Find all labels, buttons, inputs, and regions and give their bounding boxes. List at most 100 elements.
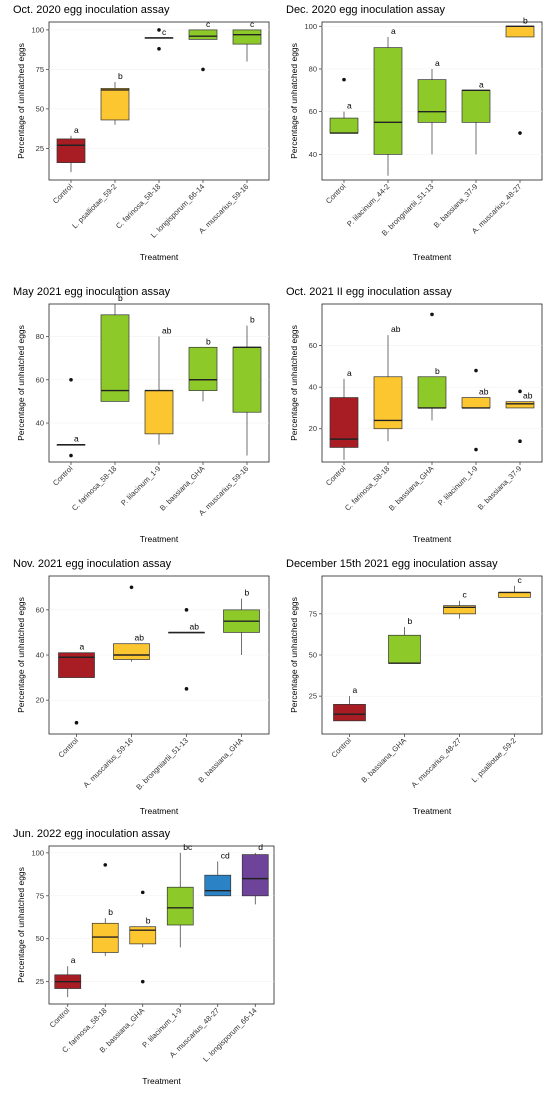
box-group: ab	[505, 389, 535, 444]
significance-letter: ab	[479, 387, 489, 397]
box-group: b	[129, 890, 157, 984]
box-rect	[188, 29, 218, 40]
boxplot-svg: 20 40 60 Percentage of unhatched eggs Contro…	[16, 575, 270, 816]
box-group: d	[241, 842, 269, 905]
outlier-point	[69, 453, 73, 458]
x-tick-label: L. psalliotae_59-2	[470, 736, 518, 784]
outlier-point	[157, 47, 161, 51]
significance-letter: a	[71, 955, 76, 965]
significance-letter: a	[347, 101, 352, 111]
x-tick-label: B. bassiana_GHA	[359, 736, 408, 785]
significance-letter: a	[479, 79, 484, 89]
box-rect	[333, 704, 366, 722]
box-rect	[232, 346, 262, 413]
x-tick-label: B. bassiana_37-9	[476, 464, 524, 512]
significance-letter: a	[347, 368, 352, 378]
box-rect	[58, 652, 95, 678]
box-group: a	[56, 125, 86, 173]
box-group: b	[505, 15, 535, 135]
y-tick-label: 40	[309, 150, 317, 159]
significance-letter: a	[391, 26, 396, 36]
x-axis-title: Treatment	[142, 1076, 181, 1086]
box-rect	[461, 89, 491, 123]
y-tick-label: 50	[36, 934, 44, 943]
box-group: ab	[168, 608, 205, 691]
x-axis-title: Treatment	[413, 534, 452, 544]
x-tick-label: P. lilacinum_1-9	[119, 464, 162, 507]
box-rect	[144, 390, 174, 435]
significance-letter: ab	[162, 325, 172, 335]
y-axis-title: Percentage of unhatched eggs	[16, 325, 26, 441]
significance-letter: ab	[391, 324, 401, 334]
x-axis-title: Treatment	[140, 806, 179, 816]
y-tick-label: 75	[309, 609, 317, 618]
x-tick-label: Control	[51, 464, 75, 488]
box-group: c	[232, 19, 262, 62]
chart-panel-oct-2021-ii: Oct. 2021 II egg inoculation assay 20 40 6…	[278, 286, 548, 548]
x-axis-title: Treatment	[413, 252, 452, 262]
outlier-point	[69, 377, 73, 382]
y-tick-label: 40	[309, 383, 317, 392]
box-rect	[204, 874, 232, 897]
box-rect	[166, 886, 194, 926]
chart-title: Nov. 2021 egg inoculation assay	[13, 558, 172, 570]
y-tick-label: 100	[304, 22, 317, 31]
box-rect	[100, 314, 130, 402]
y-tick-label: 60	[309, 341, 317, 350]
y-tick-label: 25	[309, 692, 317, 701]
chart-panel-may-2021: May 2021 egg inoculation assay 40 60 80 Per…	[5, 286, 275, 548]
box-rect	[241, 854, 269, 897]
box-rect	[505, 25, 535, 38]
box-group: a	[333, 685, 366, 722]
box-group: b	[232, 315, 262, 456]
y-axis-title: Percentage of unhatched eggs	[289, 325, 299, 441]
x-axis-title: Treatment	[140, 534, 179, 544]
box-group: a	[56, 377, 86, 458]
x-tick-label: Control	[51, 182, 75, 206]
x-tick-label: B. bassiana_GHA	[196, 736, 245, 785]
significance-letter: b	[118, 293, 123, 303]
y-axis-title: Percentage of unhatched eggs	[16, 867, 26, 983]
chart-title: Oct. 2020 egg inoculation assay	[13, 4, 170, 16]
box-group: a	[461, 79, 491, 155]
box-rect	[56, 138, 86, 163]
outlier-point	[342, 77, 346, 82]
y-tick-label: 20	[309, 424, 317, 433]
outlier-point	[184, 608, 189, 612]
y-tick-label: 25	[36, 144, 44, 153]
outlier-point	[74, 720, 79, 725]
chart-panel-oct-2020: Oct. 2020 egg inoculation assay 25 50 75 10…	[5, 4, 275, 266]
boxplot-svg: 20 40 60 Percentage of unhatched eggs Contro…	[289, 303, 543, 544]
y-axis-title: Percentage of unhatched eggs	[16, 597, 26, 713]
box-rect	[417, 79, 447, 123]
significance-letter: ab	[523, 391, 533, 401]
y-tick-label: 80	[309, 64, 317, 73]
y-axis-title: Percentage of unhatched eggs	[289, 43, 299, 159]
box-rect	[100, 88, 130, 121]
x-tick-label: P. lilacinum_1-9	[436, 464, 479, 507]
box-group: bc	[166, 842, 194, 948]
box-rect	[498, 592, 531, 598]
significance-letter: c	[463, 590, 468, 600]
plot-area	[48, 21, 270, 181]
y-tick-label: 25	[36, 977, 44, 986]
boxplot-svg: 25 50 75 Percentage of unhatched eggs Contro…	[289, 575, 543, 816]
significance-letter: a	[353, 685, 358, 695]
significance-letter: a	[74, 125, 79, 135]
significance-letter: b	[408, 616, 413, 626]
box-group: a	[329, 77, 359, 134]
chart-panel-nov-2021: Nov. 2021 egg inoculation assay 20 40 60 Pe…	[5, 558, 275, 820]
box-group: ab	[373, 324, 403, 442]
y-tick-label: 20	[36, 696, 44, 705]
x-tick-label: B. bassiana_GHA	[387, 464, 436, 513]
significance-letter: ab	[190, 621, 200, 631]
x-tick-label: Control	[324, 182, 348, 206]
box-group: a	[58, 642, 95, 725]
x-tick-label: A. muscarius_48-27	[470, 182, 524, 236]
box-group: a	[329, 368, 359, 460]
x-tick-label: B. bassiana_37-9	[432, 182, 480, 230]
y-tick-label: 60	[36, 375, 44, 384]
y-tick-label: 100	[31, 25, 44, 34]
significance-letter: b	[523, 15, 528, 25]
x-tick-label: C. farinosa_58-18	[70, 464, 119, 513]
